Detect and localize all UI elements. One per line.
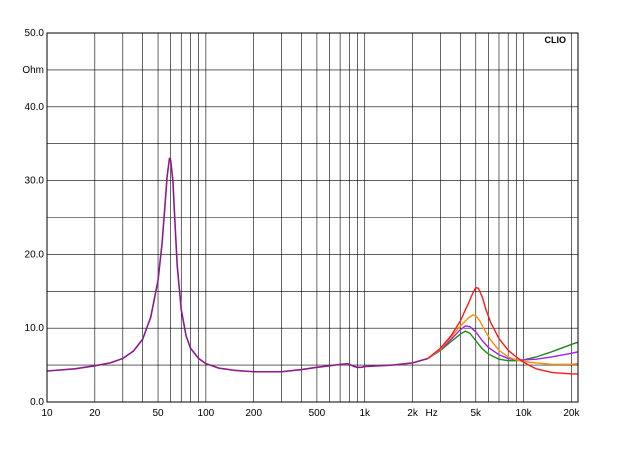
y-tick-label: 50.0: [25, 28, 45, 39]
x-tick-label: 5k: [470, 408, 482, 419]
x-tick-label: 100: [198, 408, 215, 419]
x-tick-label: 10k: [516, 408, 533, 419]
y-tick-label: 20.0: [25, 249, 45, 260]
x-axis-unit-label: Hz: [426, 408, 438, 419]
y-axis-tick-labels: 0.0 10.0 20.0 30.0 40.0 50.0: [25, 28, 45, 408]
x-tick-label: 20k: [563, 408, 580, 419]
x-tick-label: 500: [309, 408, 326, 419]
y-tick-label: 10.0: [25, 323, 45, 334]
impedance-curves: [46, 157, 579, 375]
clio-brand-label: CLIO: [545, 35, 567, 45]
y-tick-label: 0.0: [30, 397, 44, 408]
y-tick-label: 30.0: [25, 176, 45, 187]
impedance-series-2: [427, 325, 579, 361]
x-tick-label: 1k: [359, 408, 371, 419]
impedance-series-3: [427, 314, 579, 366]
x-tick-label: 2k: [407, 408, 419, 419]
x-tick-label: 10: [41, 408, 53, 419]
impedance-series-1: [427, 330, 579, 362]
x-tick-label: 200: [245, 408, 262, 419]
plot-frame: [46, 32, 579, 403]
chart-grid: [47, 33, 578, 402]
x-tick-label: 50: [152, 408, 164, 419]
impedance-common-curve: [46, 157, 429, 373]
x-axis-tick-labels: 10 20 50 100 200 500 1k 2k 5k 10k 20k: [41, 408, 580, 419]
y-tick-label: 40.0: [25, 102, 45, 113]
impedance-series-4: [427, 286, 578, 375]
y-axis-unit-label: Ohm: [22, 65, 44, 76]
x-tick-label: 20: [89, 408, 101, 419]
